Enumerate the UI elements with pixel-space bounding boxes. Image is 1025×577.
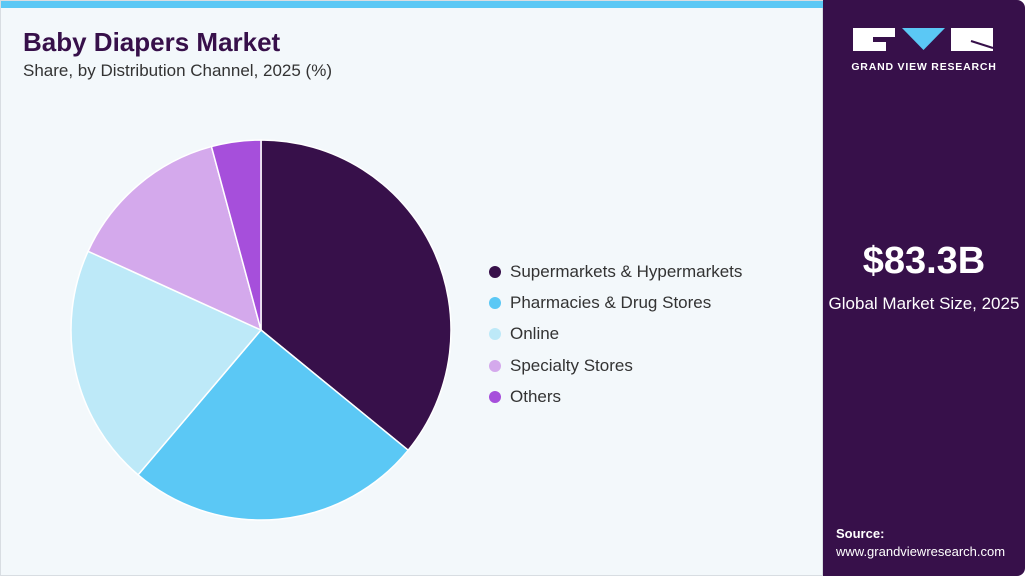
legend-item: Others [489,381,742,412]
pie-slice-0 [260,139,452,452]
legend-marker [489,296,501,309]
legend-label: Online [510,324,560,344]
logo-text: GRAND VIEW RESEARCH [851,61,997,73]
top-accent-bar [1,1,824,8]
legend-marker [489,359,501,372]
pie-chart [70,139,452,521]
legend-label: Specialty Stores [510,355,633,375]
market-size-label: Global Market Size, 2025 [828,294,1020,313]
source-url[interactable]: www.grandviewresearch.com [836,544,1006,559]
legend: Supermarkets & Hypermarkets Pharmacies & … [489,256,742,412]
pie-slice-2 [70,250,263,476]
legend-item: Pharmacies & Drug Stores [489,287,742,318]
sidebar: GRAND VIEW RESEARCH $83.3B Global Market… [823,0,1025,576]
legend-marker [489,265,501,278]
chart-subtitle: Share, by Distribution Channel, 2025 (%) [23,61,332,80]
pie-slice-1 [137,328,410,521]
legend-label: Supermarkets & Hypermarkets [510,261,743,281]
legend-marker [489,328,501,341]
source-label: Source: [836,526,885,541]
pie-slice-4 [210,139,262,331]
legend-item: Supermarkets & Hypermarkets [489,256,742,287]
legend-label: Others [510,386,562,406]
pie-slice-3 [87,145,263,332]
legend-label: Pharmacies & Drug Stores [510,292,712,312]
chart-panel: Baby Diapers Market Share, by Distributi… [0,0,824,576]
chart-title: Baby Diapers Market [23,27,281,57]
source: Source: www.grandviewresearch.com [836,525,1005,561]
grand-view-research-logo [853,28,994,51]
legend-item: Specialty Stores [489,350,742,381]
legend-marker [489,390,501,403]
legend-item: Online [489,319,742,350]
market-size-value: $83.3B [862,240,986,282]
